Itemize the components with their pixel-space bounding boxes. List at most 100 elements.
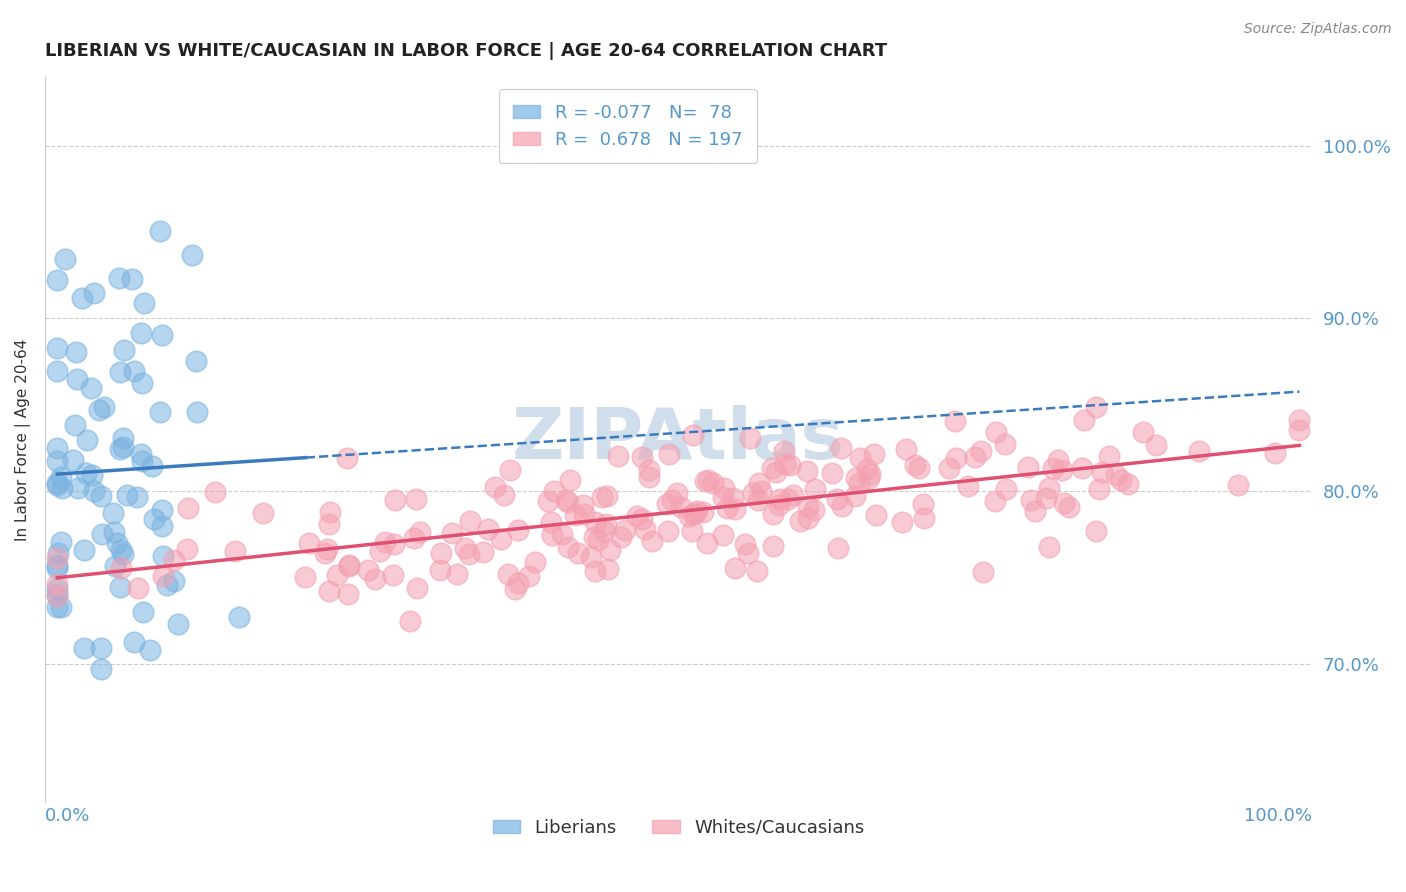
- Point: [129, 326, 152, 340]
- Point: [318, 584, 340, 599]
- Point: [863, 447, 886, 461]
- Point: [66, 481, 89, 495]
- Point: [661, 492, 683, 507]
- Point: [149, 405, 172, 419]
- Point: [204, 484, 226, 499]
- Point: [103, 524, 125, 539]
- Point: [454, 541, 477, 556]
- Point: [51, 600, 73, 615]
- Point: [150, 519, 173, 533]
- Point: [132, 605, 155, 619]
- Point: [105, 536, 128, 550]
- Point: [904, 458, 927, 473]
- Point: [122, 634, 145, 648]
- Point: [745, 564, 768, 578]
- Point: [152, 549, 174, 563]
- Point: [666, 486, 689, 500]
- Point: [1132, 425, 1154, 439]
- Point: [734, 537, 756, 551]
- Point: [769, 491, 792, 506]
- Point: [969, 444, 991, 458]
- Point: [963, 450, 986, 465]
- Point: [1085, 524, 1108, 538]
- Point: [1073, 413, 1095, 427]
- Point: [711, 528, 734, 542]
- Point: [91, 526, 114, 541]
- Point: [721, 491, 744, 505]
- Point: [112, 343, 135, 358]
- Point: [972, 566, 994, 580]
- Point: [610, 530, 633, 544]
- Point: [696, 474, 718, 488]
- Point: [1111, 473, 1133, 487]
- Point: [46, 478, 69, 492]
- Point: [686, 504, 709, 518]
- Point: [111, 431, 134, 445]
- Point: [73, 640, 96, 655]
- Point: [844, 489, 866, 503]
- Point: [564, 508, 586, 523]
- Point: [46, 576, 69, 591]
- Point: [63, 417, 86, 432]
- Point: [499, 463, 522, 477]
- Point: [314, 546, 336, 560]
- Point: [658, 447, 681, 461]
- Point: [66, 372, 89, 386]
- Point: [1038, 540, 1060, 554]
- Text: ZIPAtlas: ZIPAtlas: [512, 405, 845, 474]
- Point: [583, 515, 606, 529]
- Point: [1098, 450, 1121, 464]
- Point: [337, 558, 360, 573]
- Point: [46, 273, 69, 287]
- Point: [692, 505, 714, 519]
- Point: [641, 534, 664, 549]
- Point: [595, 517, 617, 532]
- Point: [1144, 438, 1167, 452]
- Point: [46, 589, 69, 603]
- Point: [773, 457, 796, 471]
- Point: [1091, 465, 1114, 479]
- Point: [184, 353, 207, 368]
- Point: [593, 524, 616, 539]
- Point: [46, 342, 69, 356]
- Point: [579, 550, 602, 565]
- Point: [46, 441, 69, 455]
- Point: [1088, 483, 1111, 497]
- Point: [446, 566, 468, 581]
- Point: [765, 465, 787, 479]
- Point: [46, 454, 69, 468]
- Point: [477, 522, 499, 536]
- Point: [596, 562, 619, 576]
- Point: [776, 491, 799, 506]
- Point: [458, 547, 481, 561]
- Point: [51, 470, 73, 484]
- Legend: Liberians, Whites/Caucasians: Liberians, Whites/Caucasians: [485, 812, 872, 844]
- Point: [1264, 446, 1286, 460]
- Point: [858, 471, 880, 485]
- Point: [551, 527, 574, 541]
- Point: [441, 526, 464, 541]
- Point: [1084, 400, 1107, 414]
- Point: [591, 490, 613, 504]
- Point: [678, 509, 700, 524]
- Point: [108, 365, 131, 379]
- Point: [606, 449, 628, 463]
- Point: [682, 508, 704, 522]
- Point: [112, 547, 135, 561]
- Point: [683, 506, 706, 520]
- Point: [583, 530, 606, 544]
- Point: [631, 511, 654, 525]
- Point: [104, 559, 127, 574]
- Point: [382, 537, 405, 551]
- Point: [364, 572, 387, 586]
- Point: [139, 643, 162, 657]
- Point: [46, 561, 69, 575]
- Point: [65, 344, 87, 359]
- Point: [848, 476, 870, 491]
- Point: [804, 482, 827, 496]
- Point: [93, 401, 115, 415]
- Point: [740, 431, 762, 445]
- Point: [167, 617, 190, 632]
- Point: [742, 486, 765, 500]
- Point: [72, 291, 94, 305]
